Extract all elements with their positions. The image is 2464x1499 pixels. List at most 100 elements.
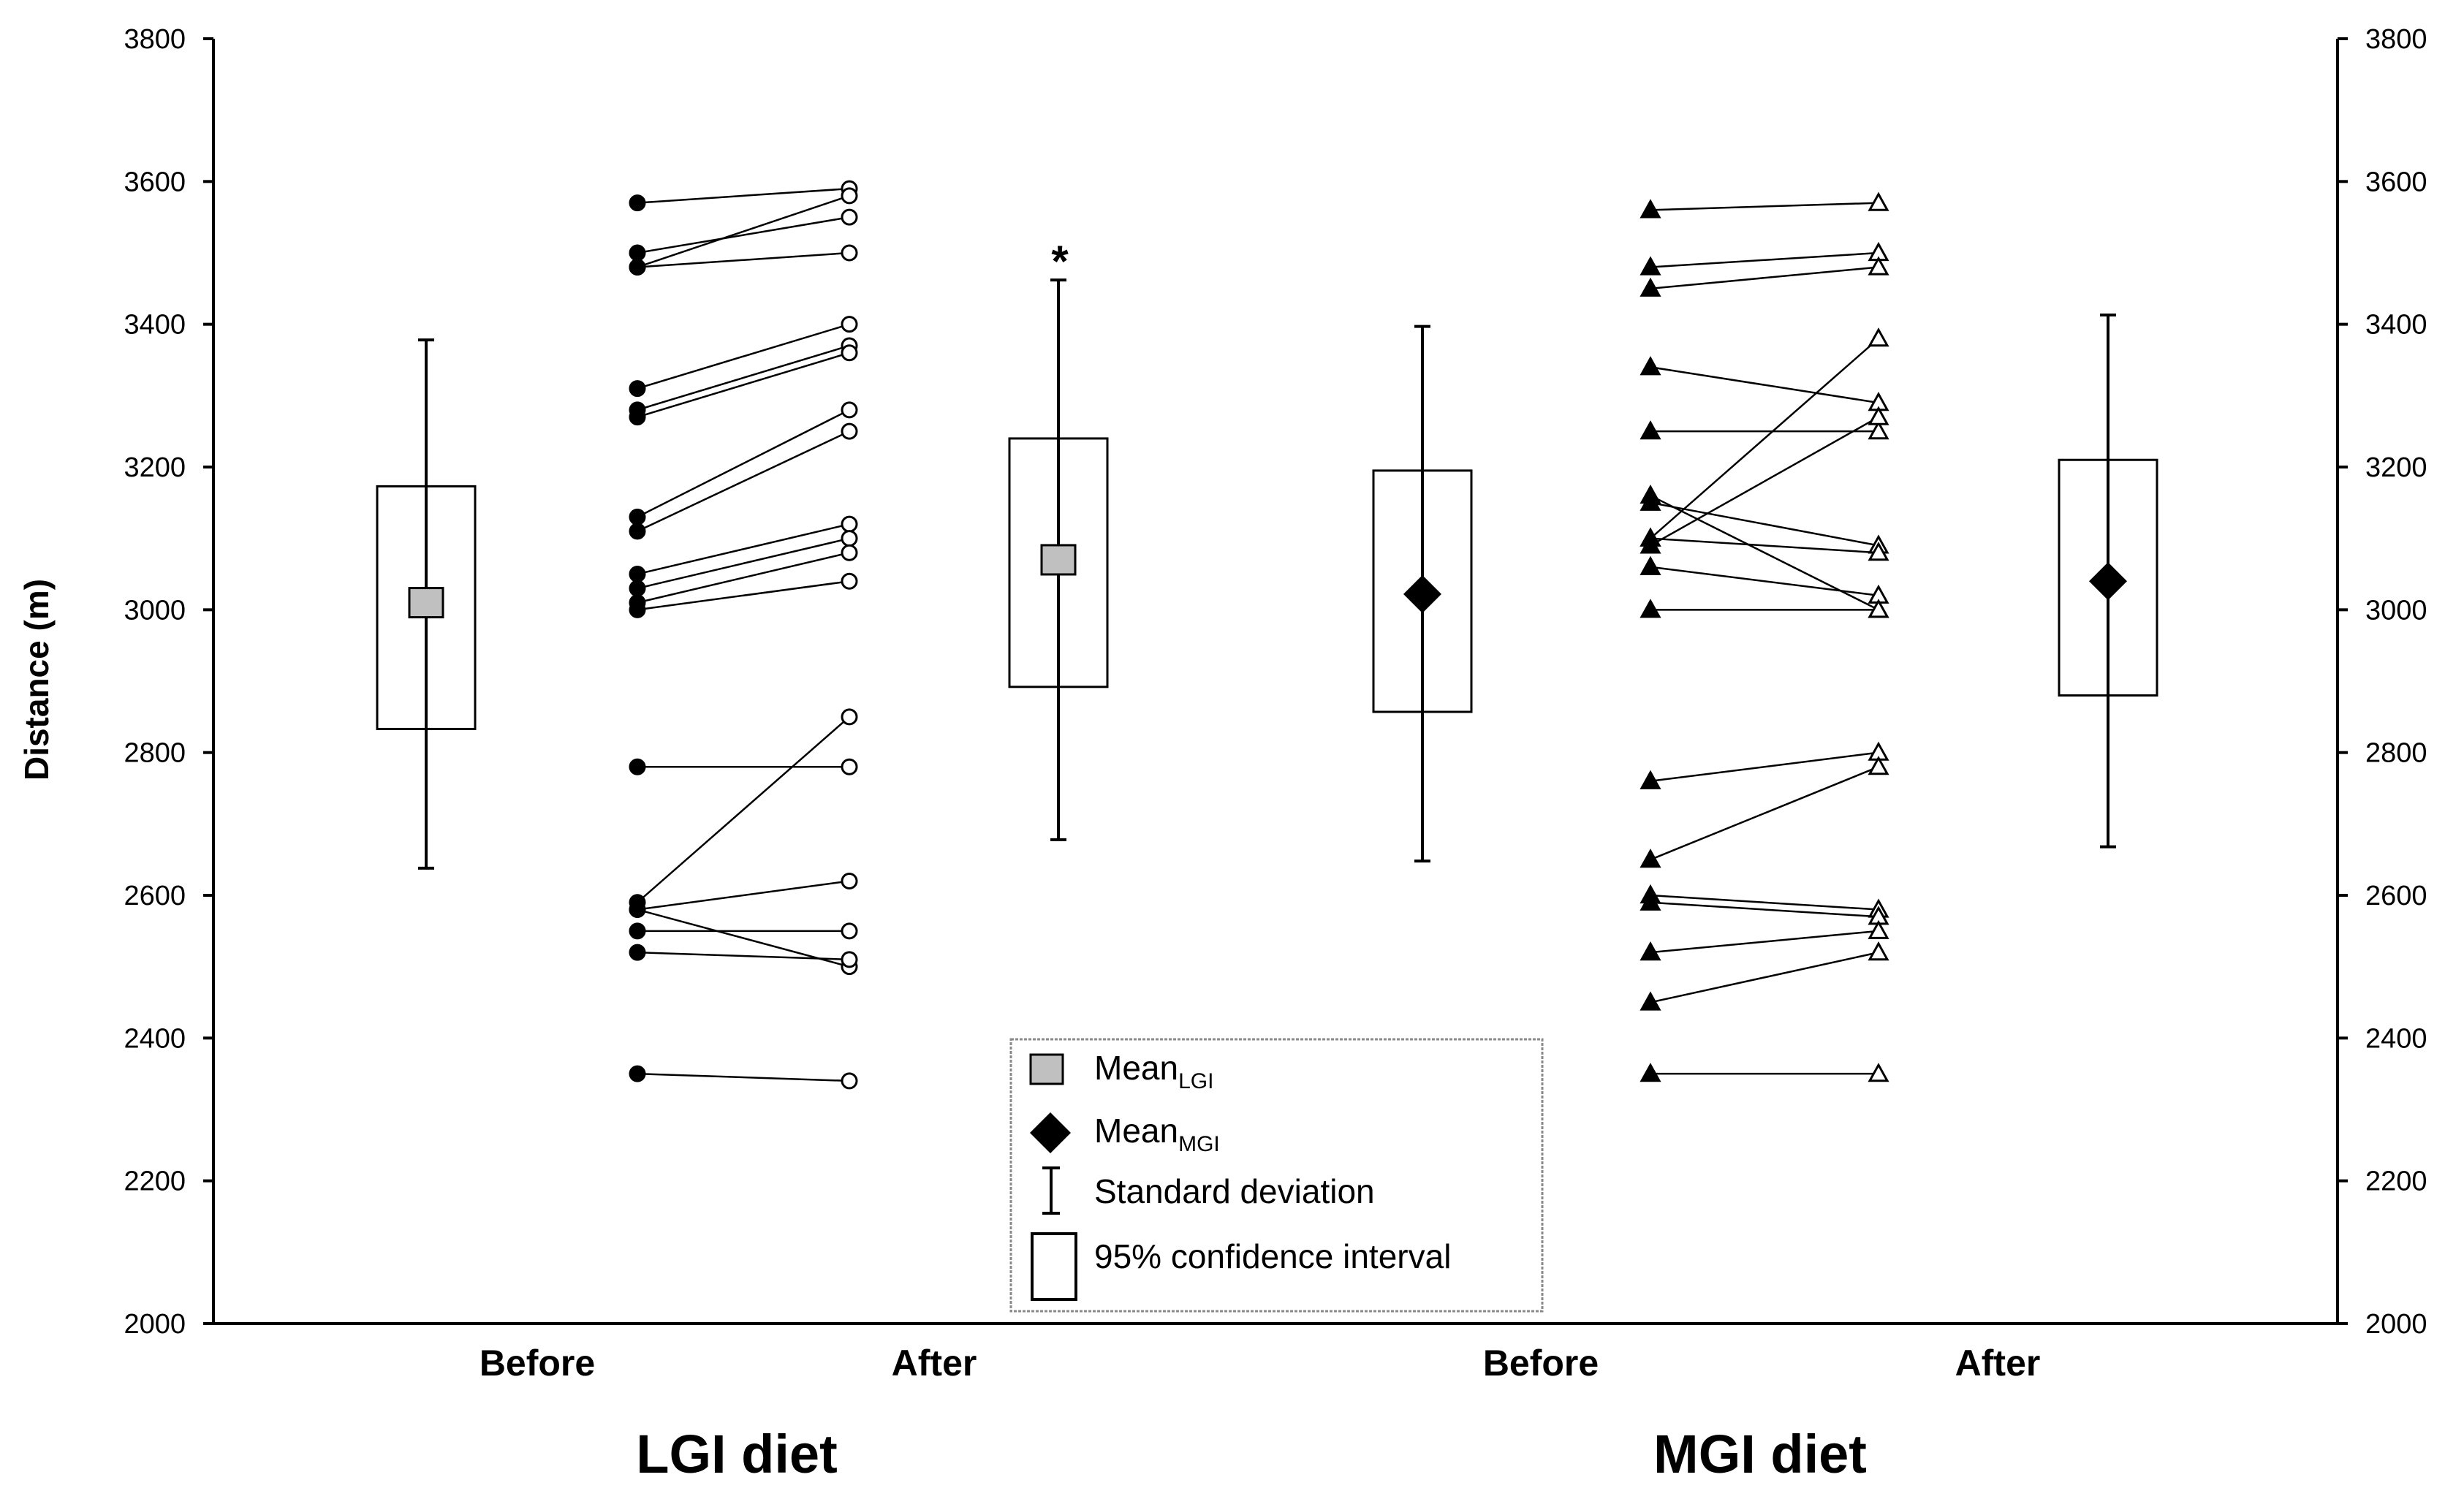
series-0-pair-4-line <box>637 323 850 390</box>
series-0-pair-18-after-point <box>841 951 858 968</box>
series-1-pair-0-after-point <box>1868 191 1889 211</box>
right-tick-label-1: 2200 <box>2365 1166 2427 1197</box>
right-tick-label-0: 2000 <box>2365 1309 2427 1340</box>
series-1-pair-14-line <box>1650 894 1879 911</box>
x-category-mgi-before: Before <box>1483 1343 1599 1384</box>
series-0-pair-8-line <box>637 430 850 533</box>
series-1-pair-4-before-point <box>1639 420 1661 440</box>
series-0-pair-12-after-point <box>841 572 858 590</box>
right-tick-label-7: 3400 <box>2365 310 2427 341</box>
series-1-pair-16-after-point <box>1868 919 1889 939</box>
series-1-pair-1-before-point <box>1639 256 1661 276</box>
series-0-pair-11-line <box>637 551 850 604</box>
left-tick-label-8: 3600 <box>124 167 186 197</box>
right-tick-label-4: 2800 <box>2365 738 2427 769</box>
series-0-pair-4-before-point <box>629 380 646 398</box>
series-0-pair-1-before-point <box>629 244 646 262</box>
series-0-pair-4-after-point <box>841 316 858 333</box>
series-0-pair-19-after-point <box>841 1072 858 1090</box>
series-0-pair-19-before-point <box>629 1065 646 1082</box>
series-0-pair-12-before-point <box>629 601 646 618</box>
series-0-pair-13-after-point <box>841 758 858 775</box>
x-category-lgi-before: Before <box>479 1343 595 1384</box>
series-1-pair-7-after-point <box>1868 327 1889 347</box>
series-1-pair-6-before-point <box>1639 491 1661 511</box>
series-1-pair-5-line <box>1650 494 1879 611</box>
legend-sd: Standard deviation <box>1094 1172 1375 1210</box>
left-tick-label-1: 2200 <box>124 1166 186 1197</box>
legend-ci: 95% confidence interval <box>1094 1237 1451 1275</box>
series-0-pair-10-before-point <box>629 580 646 597</box>
series-0-pair-18-line <box>637 951 850 961</box>
series-1-pair-10-before-point <box>1639 555 1661 575</box>
series-1-pair-12-line <box>1650 751 1879 782</box>
series-0-pair-9-before-point <box>629 566 646 582</box>
series-0-pair-1-line <box>637 216 850 254</box>
x-category-mgi-after: After <box>1955 1343 2041 1384</box>
left-tick-label-5: 3000 <box>124 595 186 626</box>
series-0-pair-9-line <box>637 523 850 575</box>
series-0-pair-11-after-point <box>841 544 858 561</box>
y-axis-ticks: 2000 2000 2200 2200 2400 2400 2600 2600 2800 2800… <box>124 24 2427 1340</box>
series-1-pair-3-before-point <box>1639 356 1661 376</box>
series-0-pair-3-line <box>637 251 850 268</box>
series-1-pair-9-before-point <box>1639 527 1661 547</box>
series-0-pair-3-after-point <box>841 244 858 262</box>
series-0-pair-3-before-point <box>629 259 646 276</box>
series-1-pair-4-after-point <box>1868 420 1889 440</box>
series-1-pair-7-line <box>1650 338 1879 539</box>
legend-square-icon <box>1029 1053 1064 1085</box>
series-1-pair-0-line <box>1650 202 1879 211</box>
legend-mean-mgi: MeanMGI <box>1094 1112 1220 1156</box>
series-1-pair-1-line <box>1650 251 1879 268</box>
series-0-pair-7-line <box>637 409 850 518</box>
right-tick-label-3: 2600 <box>2365 881 2427 911</box>
series-1-pair-15-before-point <box>1639 891 1661 911</box>
series-0-pair-9-after-point <box>841 515 858 533</box>
series-0-pair-8-after-point <box>841 422 858 440</box>
group-label-lgi: LGI diet <box>636 1424 837 1484</box>
group-label-mgi: MGI diet <box>1653 1424 1867 1484</box>
series-0-pair-14-line <box>637 716 850 903</box>
left-tick-label-7: 3400 <box>124 310 186 341</box>
right-tick-label-5: 3000 <box>2365 595 2427 626</box>
legend-mean-lgi: MeanLGI <box>1094 1049 1213 1093</box>
series-1-pair-15-line <box>1650 901 1879 918</box>
series-0-pair-7-before-point <box>629 508 646 525</box>
right-tick-label-9: 3800 <box>2365 24 2427 55</box>
series-1-pair-3-line <box>1650 366 1879 404</box>
right-tick-label-6: 3200 <box>2365 452 2427 483</box>
series-1-pair-16-before-point <box>1639 941 1661 961</box>
right-tick-label-2: 2400 <box>2365 1023 2427 1054</box>
series-1-pair-6-line <box>1650 501 1879 547</box>
legend-diamond-icon <box>1030 1112 1071 1153</box>
series-0-pair-16-before-point <box>629 901 646 919</box>
series-0-pair-14-after-point <box>841 708 858 726</box>
series-0-pair-6-after-point <box>841 344 858 362</box>
series-1-pair-10-line <box>1650 566 1879 597</box>
left-tick-label-6: 3200 <box>124 452 186 483</box>
series-0-pair-17-before-point <box>629 922 646 940</box>
left-tick-label-3: 2600 <box>124 881 186 911</box>
series-0-pair-6-line <box>637 352 850 418</box>
series-0-pair-15-line <box>637 880 850 911</box>
legend-ci-box-icon <box>1031 1232 1077 1301</box>
axes <box>212 39 2339 1325</box>
series-0-pair-15-after-point <box>841 872 858 889</box>
series-1-pair-9-after-point <box>1868 542 1889 561</box>
series-1-pair-11-after-point <box>1868 599 1889 618</box>
summary-boxes <box>376 278 2158 870</box>
series-0-pair-17-after-point <box>841 922 858 940</box>
series-0-pair-7-after-point <box>841 401 858 419</box>
series-0-pair-16-line <box>637 908 850 968</box>
series-1-pair-11-before-point <box>1639 599 1661 618</box>
left-tick-label-2: 2400 <box>124 1023 186 1054</box>
series-1-pair-0-before-point <box>1639 199 1661 219</box>
series-0-pair-2-line <box>637 194 850 268</box>
series-1-pair-12-before-point <box>1639 770 1661 789</box>
series-1-pair-18-before-point <box>1639 1063 1661 1082</box>
series-1-pair-13-line <box>1650 766 1879 861</box>
legend: MeanLGI MeanMGI Standard deviation 95% c… <box>1009 1038 1544 1313</box>
series-1-pair-2-after-point <box>1868 256 1889 276</box>
